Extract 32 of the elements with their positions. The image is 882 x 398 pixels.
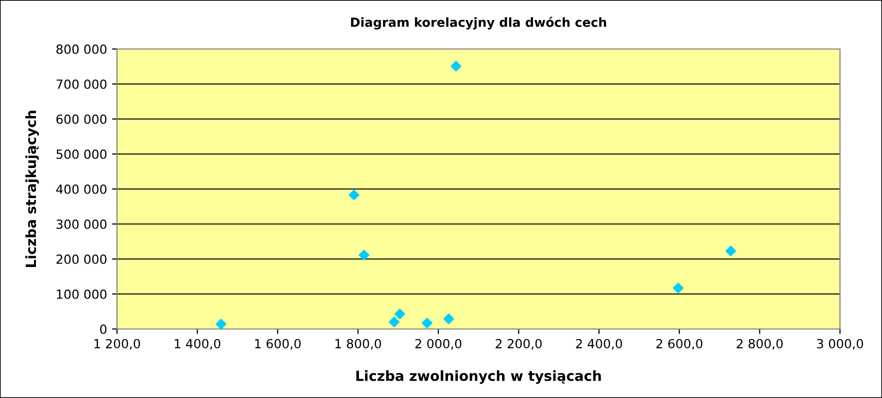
point: [422, 318, 432, 328]
x-tick-label: 1 600,0: [255, 338, 301, 350]
x-tick-label: 1 200,0: [94, 338, 140, 350]
point: [358, 250, 370, 260]
point: [394, 308, 406, 320]
y-tick-label: 600 000: [56, 114, 106, 124]
y-tick-label: 400 000: [56, 184, 106, 194]
x-tick-label: 3 000,0: [817, 338, 864, 350]
point: [216, 318, 226, 329]
x-tick-label: 2 800,0: [736, 338, 783, 350]
chart-title: Diagram korelacyjny dla dwóch cech: [351, 16, 606, 30]
x-tick-label: 2 200,0: [496, 338, 542, 350]
x-tick-label: 2 000,0: [415, 338, 462, 350]
point: [443, 314, 454, 324]
y-axis-title: Liczba strajkujących: [25, 110, 39, 268]
x-tick-label: 2 400,0: [576, 338, 622, 350]
x-tick-label: 2 600,0: [656, 338, 702, 350]
y-tick-label: 700 000: [56, 79, 106, 89]
y-tick-label: 100 000: [56, 289, 106, 299]
point: [672, 282, 684, 294]
point: [388, 316, 400, 328]
point: [348, 190, 360, 200]
y-tick-label: 800 000: [56, 44, 106, 54]
x-tick-label: 1 800,0: [336, 338, 382, 350]
point: [725, 246, 736, 256]
y-tick-label: 500 000: [56, 149, 106, 159]
y-tick-label: 0: [100, 324, 106, 334]
x-axis-title: Liczba zwolnionych w tysiącach: [356, 370, 601, 384]
x-tick-label: 1 400,0: [174, 338, 220, 350]
y-tick-label: 300 000: [56, 219, 106, 229]
y-tick-label: 200 000: [56, 254, 106, 264]
point: [450, 60, 462, 72]
